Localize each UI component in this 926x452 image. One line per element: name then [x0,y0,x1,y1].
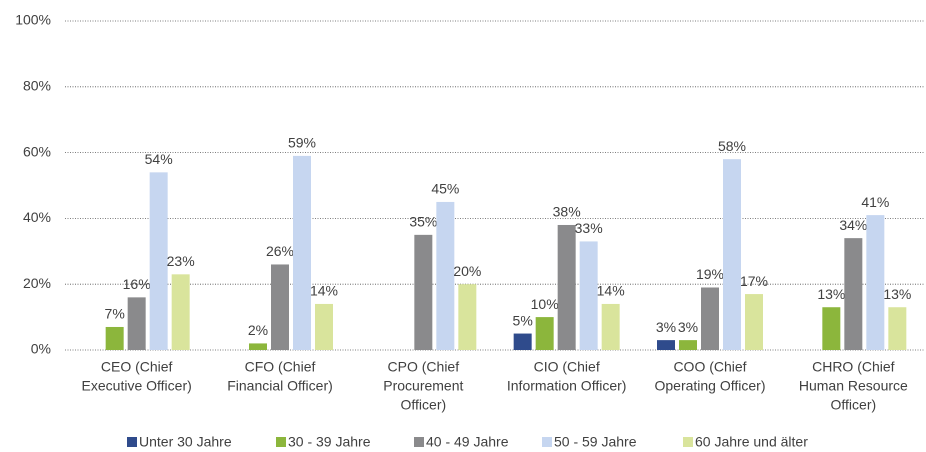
x-tick-label: CEO (Chief [101,359,173,375]
data-label: 14% [597,283,625,299]
y-tick-label: 0% [31,341,51,357]
bar [513,333,532,350]
data-label: 35% [409,214,437,230]
data-label: 38% [553,204,581,220]
legend-label: 30 - 39 Jahre [288,434,371,450]
data-label: 3% [656,319,676,335]
data-label: 54% [145,151,173,167]
bar [844,238,863,350]
bar [458,284,477,350]
legend-swatch [683,437,693,447]
data-label: 13% [817,286,845,302]
bar [557,224,576,350]
bar [723,159,741,350]
data-label: 26% [266,243,294,259]
y-tick-label: 80% [23,78,51,94]
bar [535,317,554,350]
legend-label: 50 - 59 Jahre [554,434,637,450]
x-tick-label: Procurement [383,378,463,394]
data-label: 5% [513,312,533,328]
legend-swatch [542,437,552,447]
x-tick-label: Financial Officer) [227,378,333,394]
x-tick-label: Officer) [401,397,447,413]
bar [436,201,455,350]
x-tick-label: Human Resource [799,378,908,394]
bar [414,234,433,350]
data-label: 14% [310,283,338,299]
data-label: 23% [167,253,195,269]
legend-label: 60 Jahre und älter [695,434,808,450]
data-label: 13% [883,286,911,302]
bar [888,307,907,350]
data-label: 41% [861,194,889,210]
y-tick-label: 40% [23,209,51,225]
x-tick-label: COO (Chief [673,359,746,375]
data-label: 7% [105,306,125,322]
legend-label: 40 - 49 Jahre [426,434,509,450]
bar [866,215,885,350]
x-tick-label: CHRO (Chief [812,359,895,375]
data-label: 3% [678,319,698,335]
data-label: 58% [718,138,746,154]
x-tick-label: CPO (Chief [388,359,460,375]
bar [249,343,267,350]
bar [822,307,841,350]
legend-label: Unter 30 Jahre [139,434,232,450]
x-tick-label: CFO (Chief [245,359,316,375]
bar [745,294,763,350]
data-label: 45% [431,181,459,197]
data-label: 20% [453,263,481,279]
y-tick-label: 100% [15,12,51,28]
data-label: 59% [288,135,316,151]
bar [315,303,333,350]
data-label: 34% [839,217,867,233]
y-tick-label: 60% [23,143,51,159]
data-label: 2% [248,322,268,338]
bar [127,297,146,350]
x-tick-label: Operating Officer) [654,378,765,394]
bar [579,241,598,350]
bar [601,303,620,350]
y-tick-label: 20% [23,275,51,291]
bar [679,340,697,350]
data-label: 33% [575,220,603,236]
bar [105,326,124,350]
legend-swatch [127,437,137,447]
bar [657,340,675,350]
x-tick-label: Executive Officer) [82,378,192,394]
bar [271,264,289,350]
bar [293,155,311,350]
legend-swatch [276,437,286,447]
data-label: 19% [696,266,724,282]
x-tick-label: Officer) [831,397,877,413]
data-label: 10% [531,296,559,312]
x-tick-label: Information Officer) [507,378,627,394]
data-label: 16% [123,276,151,292]
bar [701,287,719,350]
data-label: 17% [740,273,768,289]
bar [171,274,190,350]
x-tick-label: CIO (Chief [534,359,600,375]
bar [149,172,168,350]
legend-swatch [414,437,424,447]
